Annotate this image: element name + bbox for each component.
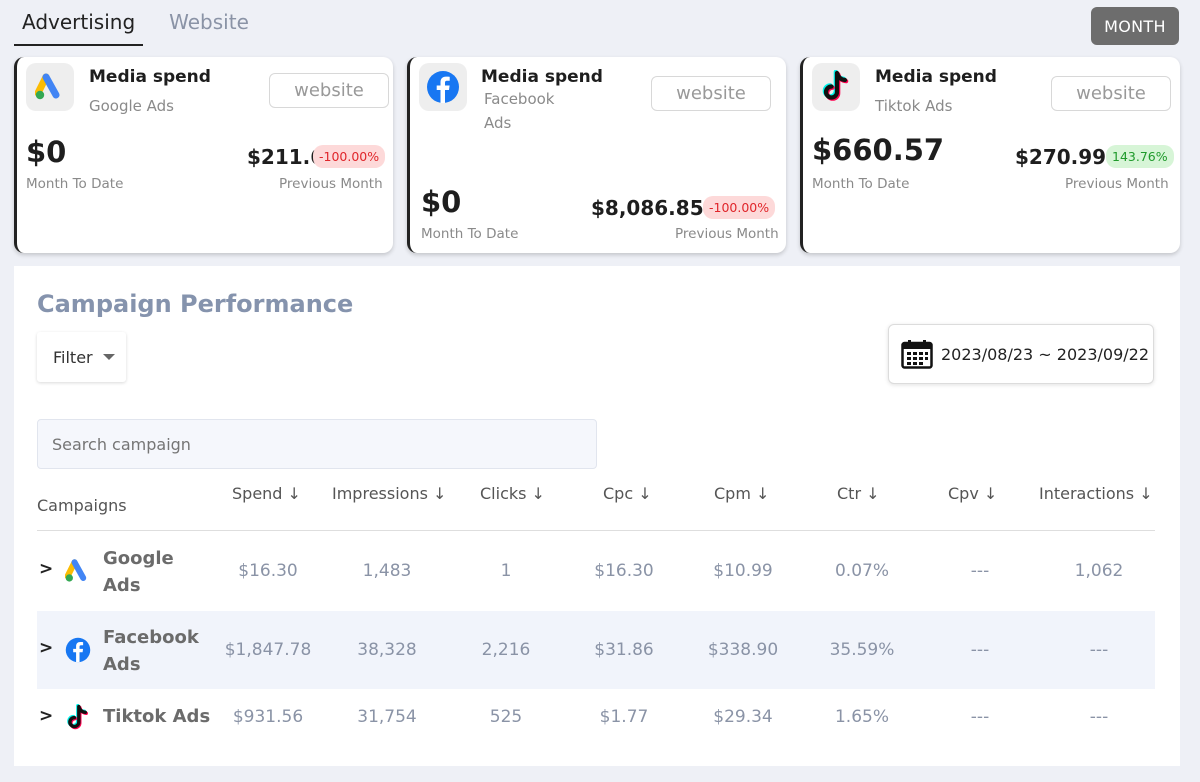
- filter-label: Filter: [53, 347, 93, 367]
- chevron-right-icon[interactable]: >: [39, 638, 54, 658]
- chevron-right-icon[interactable]: >: [39, 559, 54, 579]
- column-header-interactions[interactable]: Interactions ↓: [1039, 484, 1153, 503]
- cpc-cell: $31.86: [594, 640, 654, 660]
- clicks-cell: 1: [500, 561, 512, 581]
- column-header-cpc[interactable]: Cpc ↓: [603, 484, 652, 503]
- change-badge: -100.00%: [703, 196, 776, 219]
- clicks-cell: 2,216: [481, 640, 531, 660]
- column-header-spend[interactable]: Spend ↓: [232, 484, 301, 503]
- calendar-icon: [901, 340, 933, 369]
- website-button[interactable]: website: [1051, 76, 1171, 111]
- date-range-picker[interactable]: 2023/08/23 ~ 2023/09/22: [888, 324, 1154, 384]
- month-to-date-value: $0: [421, 185, 462, 219]
- cpv-cell: ---: [970, 561, 990, 581]
- month-to-date-label: Month To Date: [421, 226, 519, 242]
- change-badge: -100.00%: [313, 145, 386, 168]
- filter-dropdown[interactable]: Filter: [37, 332, 126, 382]
- previous-month-label: Previous Month: [1065, 176, 1169, 192]
- month-to-date-label: Month To Date: [812, 176, 910, 192]
- interactions-cell: ---: [1089, 640, 1109, 660]
- google-ads-card: Media spend Google Ads website $0 Month …: [14, 57, 393, 253]
- previous-month-value: $211.6: [247, 145, 325, 169]
- ctr-cell: 35.59%: [829, 640, 895, 660]
- header-divider: [37, 530, 1155, 531]
- cpc-cell: $1.77: [599, 707, 649, 727]
- column-header-campaigns[interactable]: Campaigns: [37, 496, 127, 515]
- cpv-cell: ---: [970, 640, 990, 660]
- campaign-name-line-2: Ads: [103, 654, 141, 675]
- website-button[interactable]: website: [269, 73, 389, 108]
- cpm-cell: $10.99: [713, 561, 773, 581]
- previous-month-label: Previous Month: [279, 176, 383, 192]
- campaign-name-line-1: Google: [103, 548, 174, 569]
- campaign-name-line-2: Ads: [103, 575, 141, 596]
- column-header-impressions[interactable]: Impressions ↓: [332, 484, 447, 503]
- top-tabs: Advertising Website: [14, 0, 275, 46]
- previous-month-value: $270.99: [1015, 145, 1107, 169]
- impressions-cell: 31,754: [357, 707, 417, 727]
- card-title: Media spend: [481, 67, 603, 87]
- clicks-cell: 525: [489, 707, 523, 727]
- cpm-cell: $29.34: [713, 707, 773, 727]
- month-to-date-label: Month To Date: [26, 176, 124, 192]
- previous-month-label: Previous Month: [675, 226, 779, 242]
- card-subtitle: Google Ads: [89, 97, 174, 115]
- column-header-ctr[interactable]: Ctr ↓: [837, 484, 880, 503]
- ctr-cell: 0.07%: [834, 561, 889, 581]
- website-button[interactable]: website: [651, 76, 771, 111]
- column-header-cpv[interactable]: Cpv ↓: [948, 484, 998, 503]
- month-to-date-value: $0: [26, 135, 67, 169]
- cpv-cell: ---: [970, 707, 990, 727]
- search-campaign-input[interactable]: [37, 419, 597, 469]
- ctr-cell: 1.65%: [834, 707, 889, 727]
- facebook-icon: [419, 63, 467, 111]
- chevron-right-icon[interactable]: >: [39, 706, 54, 726]
- interactions-cell: ---: [1089, 707, 1109, 727]
- campaign-name: Tiktok Ads: [103, 706, 211, 727]
- tab-website[interactable]: Website: [169, 10, 249, 34]
- tiktok-ads-card: Media spend Tiktok Ads website $660.57 M…: [800, 57, 1180, 253]
- card-subtitle: Facebook Ads: [484, 87, 554, 135]
- card-subtitle: Tiktok Ads: [875, 97, 953, 115]
- impressions-cell: 1,483: [362, 561, 412, 581]
- card-subtitle-line-2: Ads: [484, 114, 512, 132]
- card-subtitle-line-1: Facebook: [484, 90, 555, 108]
- campaign-name-line-1: Facebook: [103, 627, 199, 648]
- interactions-cell: 1,062: [1074, 561, 1124, 581]
- previous-month-value: $8,086.85: [591, 196, 704, 220]
- cpm-cell: $338.90: [707, 640, 779, 660]
- tab-advertising[interactable]: Advertising: [14, 0, 144, 46]
- campaign-name: Google Ads: [103, 545, 174, 599]
- facebook-icon: [65, 637, 91, 663]
- column-header-cpm[interactable]: Cpm ↓: [714, 484, 770, 503]
- table-row[interactable]: > Facebook Ads $1,847.78 38,328 2,216 $31…: [37, 611, 1155, 689]
- impressions-cell: 38,328: [357, 640, 417, 660]
- facebook-ads-card: Media spend Facebook Ads website $0 Month…: [407, 57, 786, 253]
- month-button[interactable]: MONTH: [1091, 7, 1179, 45]
- spend-cell: $931.56: [232, 707, 304, 727]
- table-row[interactable]: > Google Ads $16.30 1,483 1 $16.30 $10.99…: [37, 532, 1155, 610]
- spend-cell: $1,847.78: [224, 640, 312, 660]
- google-ads-icon: [64, 558, 91, 584]
- card-title: Media spend: [875, 67, 997, 87]
- tiktok-icon: [812, 63, 860, 111]
- card-title: Media spend: [89, 67, 211, 87]
- google-ads-icon: [26, 63, 74, 111]
- month-to-date-value: $660.57: [812, 133, 945, 167]
- section-title: Campaign Performance: [37, 290, 354, 318]
- tiktok-icon: [65, 703, 91, 730]
- column-header-clicks[interactable]: Clicks ↓: [480, 484, 545, 503]
- campaign-name: Facebook Ads: [103, 624, 199, 678]
- caret-down-icon: [102, 354, 115, 360]
- cpc-cell: $16.30: [594, 561, 654, 581]
- date-range-text: 2023/08/23 ~ 2023/09/22: [941, 344, 1150, 364]
- spend-cell: $16.30: [238, 561, 298, 581]
- table-row[interactable]: > Tiktok Ads $931.56 31,754 525 $1.77 $2…: [37, 690, 1155, 746]
- change-badge: 143.76%: [1106, 145, 1174, 168]
